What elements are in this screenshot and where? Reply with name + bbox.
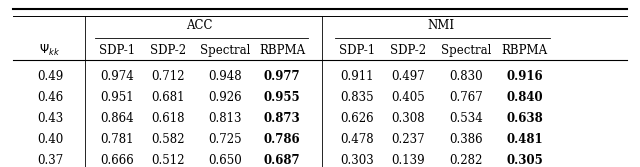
Text: 0.303: 0.303 [340,154,374,167]
Text: 0.582: 0.582 [152,133,185,146]
Text: 0.712: 0.712 [152,70,185,83]
Text: 0.873: 0.873 [264,112,301,125]
Text: 0.926: 0.926 [209,91,242,104]
Text: 0.911: 0.911 [340,70,374,83]
Text: 0.951: 0.951 [100,91,134,104]
Text: 0.386: 0.386 [449,133,483,146]
Text: 0.835: 0.835 [340,91,374,104]
Text: 0.626: 0.626 [340,112,374,125]
Text: 0.43: 0.43 [36,112,63,125]
Text: 0.638: 0.638 [506,112,543,125]
Text: 0.305: 0.305 [506,154,543,167]
Text: SDP-1: SDP-1 [339,44,375,57]
Text: 0.618: 0.618 [152,112,185,125]
Text: Spectral: Spectral [200,44,250,57]
Text: 0.955: 0.955 [264,91,301,104]
Text: 0.786: 0.786 [264,133,301,146]
Text: 0.840: 0.840 [506,91,543,104]
Text: 0.237: 0.237 [392,133,425,146]
Text: SDP-2: SDP-2 [390,44,426,57]
Text: 0.666: 0.666 [100,154,134,167]
Text: 0.725: 0.725 [209,133,242,146]
Text: 0.977: 0.977 [264,70,301,83]
Text: 0.37: 0.37 [36,154,63,167]
Text: 0.49: 0.49 [36,70,63,83]
Text: Spectral: Spectral [441,44,491,57]
Text: 0.948: 0.948 [209,70,242,83]
Text: 0.308: 0.308 [392,112,425,125]
Text: 0.864: 0.864 [100,112,134,125]
Text: 0.687: 0.687 [264,154,301,167]
Text: $\Psi_{kk}$: $\Psi_{kk}$ [39,43,61,58]
Text: 0.512: 0.512 [152,154,185,167]
Text: SDP-1: SDP-1 [99,44,135,57]
Text: SDP-2: SDP-2 [150,44,186,57]
Text: 0.481: 0.481 [506,133,543,146]
Text: 0.813: 0.813 [209,112,242,125]
Text: 0.497: 0.497 [392,70,425,83]
Text: 0.681: 0.681 [152,91,185,104]
Text: 0.830: 0.830 [449,70,483,83]
Text: 0.478: 0.478 [340,133,374,146]
Text: 0.46: 0.46 [36,91,63,104]
Text: 0.650: 0.650 [209,154,242,167]
Text: 0.40: 0.40 [36,133,63,146]
Text: RBPMA: RBPMA [502,44,548,57]
Text: 0.534: 0.534 [449,112,483,125]
Text: ACC: ACC [186,19,213,32]
Text: RBPMA: RBPMA [259,44,305,57]
Text: 0.405: 0.405 [392,91,425,104]
Text: 0.282: 0.282 [449,154,483,167]
Text: 0.974: 0.974 [100,70,134,83]
Text: 0.916: 0.916 [506,70,543,83]
Text: 0.139: 0.139 [392,154,425,167]
Text: 0.767: 0.767 [449,91,483,104]
Text: NMI: NMI [428,19,454,32]
Text: 0.781: 0.781 [100,133,134,146]
